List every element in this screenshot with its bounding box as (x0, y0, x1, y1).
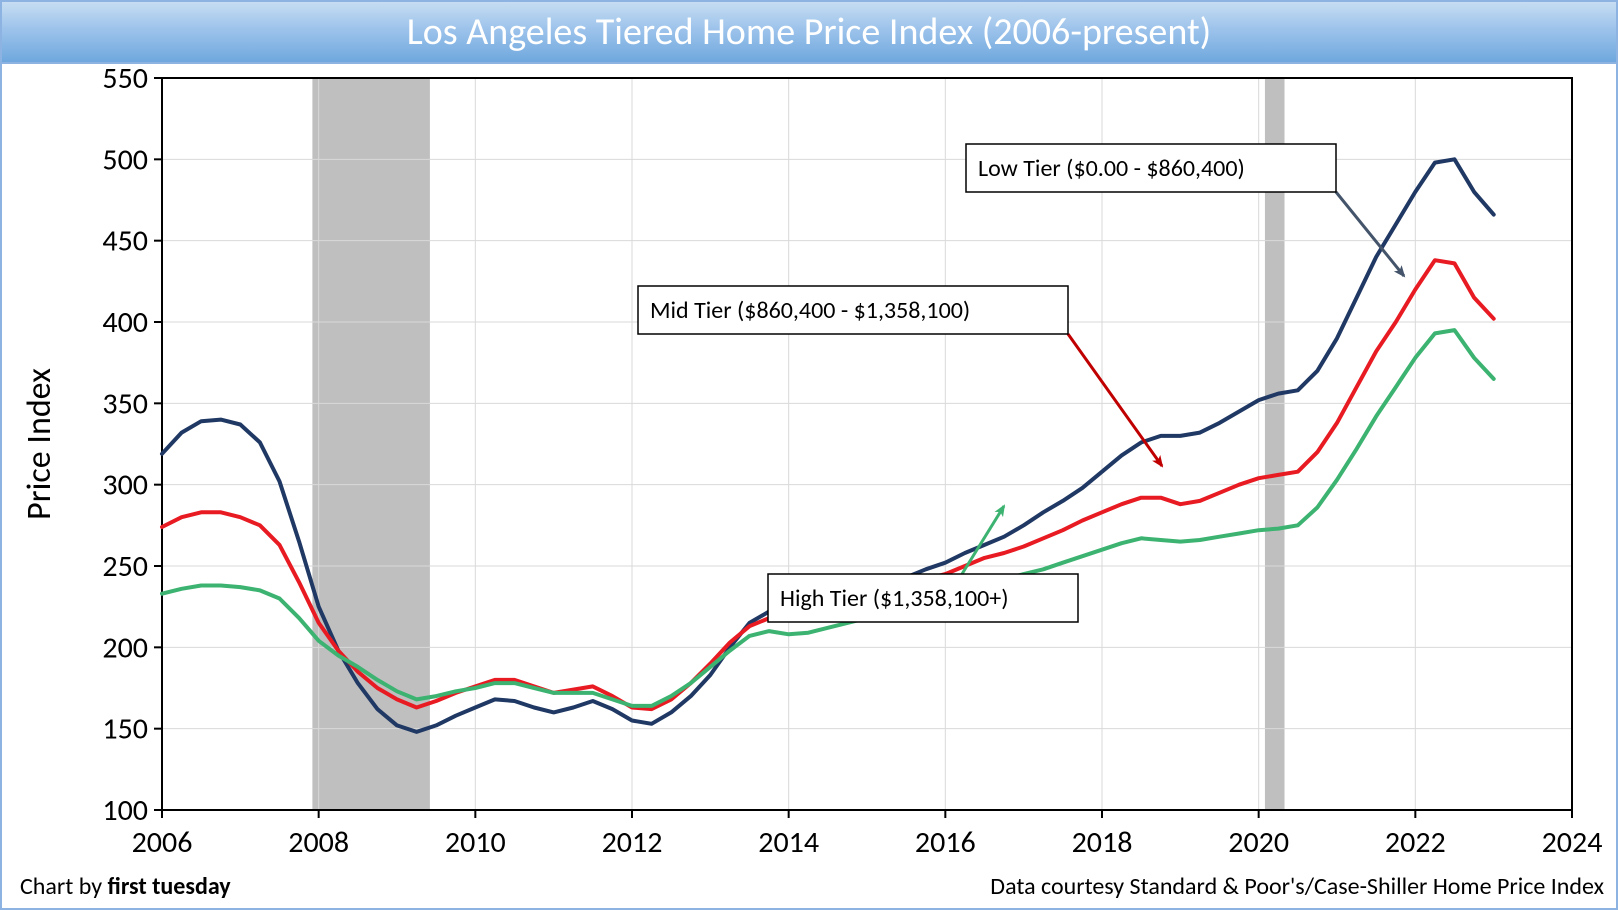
svg-text:500: 500 (102, 141, 148, 178)
svg-text:Data courtesy Standard & Poor': Data courtesy Standard & Poor's/Case-Shi… (990, 872, 1604, 901)
svg-text:550: 550 (102, 64, 148, 97)
chart-plot-area: 2006 2008 2010 2012 2014 2016 2018 2020 2022 2024… (2, 64, 1616, 908)
svg-text:400: 400 (102, 304, 148, 341)
svg-text:450: 450 (102, 223, 148, 260)
svg-text:200: 200 (102, 629, 148, 666)
svg-text:150: 150 (102, 711, 148, 748)
svg-text:2006: 2006 (132, 824, 193, 861)
svg-text:350: 350 (102, 385, 148, 422)
svg-text:2016: 2016 (915, 824, 976, 861)
chart-title: Los Angeles Tiered Home Price Index (200… (407, 9, 1211, 55)
chart-frame: Los Angeles Tiered Home Price Index (200… (0, 0, 1618, 910)
chart-title-bar: Los Angeles Tiered Home Price Index (200… (2, 2, 1616, 64)
chart-svg: 2006 2008 2010 2012 2014 2016 2018 2020 2022 2024… (2, 64, 1616, 908)
svg-text:250: 250 (102, 548, 148, 585)
svg-text:2008: 2008 (288, 824, 349, 861)
svg-text:2022: 2022 (1385, 824, 1446, 861)
svg-text:Price Index: Price Index (19, 368, 60, 520)
svg-text:2010: 2010 (445, 824, 506, 861)
svg-text:2024: 2024 (1542, 824, 1603, 861)
svg-text:100: 100 (102, 792, 148, 829)
svg-text:2020: 2020 (1228, 824, 1289, 861)
svg-text:High Tier ($1,358,100+): High Tier ($1,358,100+) (780, 584, 1009, 613)
svg-text:Low Tier ($0.00 - $860,400): Low Tier ($0.00 - $860,400) (978, 154, 1245, 183)
svg-text:2014: 2014 (758, 824, 819, 861)
svg-text:Mid Tier ($860,400 - $1,358,10: Mid Tier ($860,400 - $1,358,100) (650, 296, 970, 325)
svg-text:300: 300 (102, 467, 148, 504)
svg-text:2012: 2012 (602, 824, 663, 861)
svg-text:2018: 2018 (1072, 824, 1133, 861)
svg-text:Chart by first tuesday: Chart by first tuesday (20, 872, 231, 901)
